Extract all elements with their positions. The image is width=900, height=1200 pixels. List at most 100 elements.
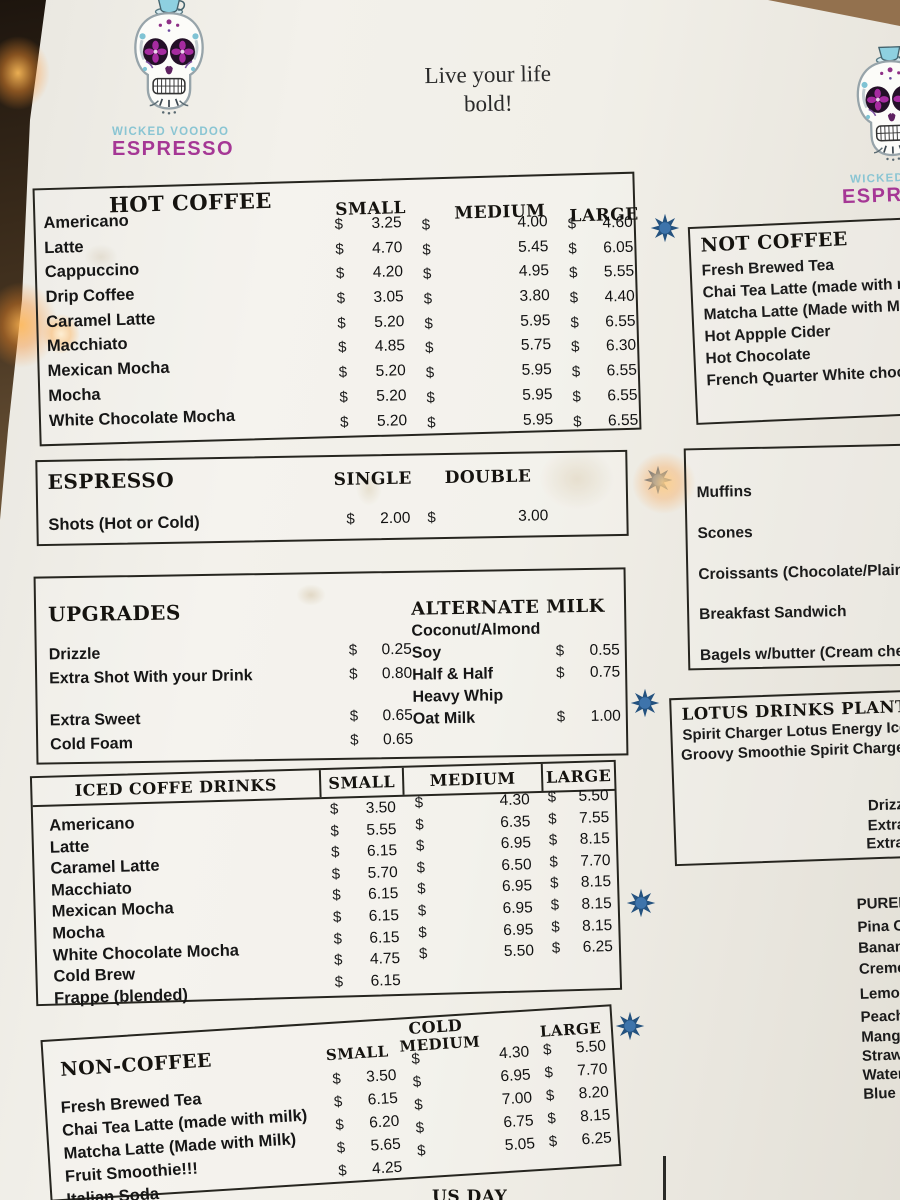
currency-symbol <box>569 265 578 282</box>
clipped-label: Extra <box>866 834 900 853</box>
price-large: 6.25 <box>582 938 614 957</box>
price-small: 6.20 <box>368 1112 400 1132</box>
next-section-border <box>663 1156 666 1200</box>
price: 0.25 <box>381 640 412 659</box>
price-medium: 5.75 <box>520 336 552 355</box>
price: 1.00 <box>590 707 621 725</box>
price-small: 5.55 <box>366 820 397 839</box>
currency-symbol <box>567 215 576 232</box>
currency-symbol <box>415 1119 424 1136</box>
price-small: 4.20 <box>372 263 404 282</box>
price-small: 5.20 <box>373 312 405 331</box>
currency-symbol <box>548 810 557 827</box>
section-title: NON-COFFEE <box>59 1049 213 1081</box>
price-large: 5.50 <box>575 1037 607 1057</box>
hot-coffee-section: HOT COFFEE SMALL MEDIUM LARGE Americano3… <box>32 171 642 447</box>
price-small: 5.65 <box>370 1135 402 1155</box>
list-item: Scones <box>697 524 753 543</box>
price-small: 5.20 <box>376 386 407 405</box>
price: 0.75 <box>589 663 621 681</box>
price-medium: 4.30 <box>499 791 530 810</box>
currency-symbol <box>412 1073 421 1090</box>
currency-symbol <box>424 290 433 307</box>
price-medium: 6.95 <box>501 877 533 896</box>
list-item: Banan <box>857 938 900 957</box>
currency-symbol <box>415 794 424 811</box>
price-large: 7.55 <box>578 808 610 827</box>
pastries-section: Muffins Scones Croissants (Chocolate/Pla… <box>683 443 900 671</box>
section-title: ICED COFFE DRINKS <box>31 770 322 806</box>
price-large: 7.70 <box>580 851 611 870</box>
price-large: 6.25 <box>581 1129 613 1149</box>
price-large: 8.15 <box>579 830 611 849</box>
item-name: Coconut/Almond <box>411 620 541 640</box>
currency-symbol <box>427 414 436 431</box>
currency-symbol <box>414 1096 423 1113</box>
price-large: 6.05 <box>602 238 634 257</box>
price-medium: 4.95 <box>518 262 550 281</box>
price-medium: 4.00 <box>517 213 548 231</box>
currency-symbol <box>418 924 427 941</box>
item-name: Drizzle <box>48 645 101 664</box>
price-small: 6.15 <box>367 1089 399 1109</box>
price-large: 6.55 <box>606 361 638 380</box>
menu-item-row: Shots (Hot or Cold) 2.00 3.00 <box>48 506 636 540</box>
currency-symbol <box>573 413 582 430</box>
currency-symbol <box>421 216 430 233</box>
upgrade-row: Cold Foam 0.65 <box>50 730 430 760</box>
price-medium: 6.95 <box>502 899 534 918</box>
list-item: Croissants (Chocolate/Plain) <box>698 561 900 584</box>
column-header-small: SMALL <box>325 1042 390 1065</box>
item-name: Americano <box>43 211 129 233</box>
list-item: Muffins <box>696 483 752 502</box>
brand-name-line2: ESPRESS <box>841 182 900 209</box>
section-title: NOT COFFEE <box>700 228 849 257</box>
price-medium: 5.95 <box>522 410 554 429</box>
price-small: 5.20 <box>375 362 406 381</box>
currency-symbol <box>419 945 428 962</box>
non-coffee-section: NON-COFFEE COLD SMALL MEDIUM LARGE Fresh… <box>40 1004 622 1200</box>
item-name: Caramel Latte <box>45 309 156 331</box>
list-item: Strawb <box>861 1046 900 1065</box>
item-name: Cappuccino <box>44 260 140 282</box>
brand-name-line2: ESPRESSO <box>112 138 235 160</box>
list-item: Mango <box>861 1027 900 1046</box>
item-name: Shots (Hot or Cold) <box>48 513 200 534</box>
price-small: 4.70 <box>371 238 403 257</box>
currency-symbol <box>417 881 426 898</box>
price-small: 3.25 <box>371 214 402 233</box>
milk-row: Oat Milk 1.00 <box>413 707 628 732</box>
price-large: 6.30 <box>605 337 637 355</box>
price-large: 6.55 <box>605 312 636 331</box>
price-single: 2.00 <box>380 509 411 528</box>
item-name: White Chocolate Mocha <box>48 406 236 430</box>
starburst-icon <box>630 688 660 718</box>
currency-symbol <box>551 918 560 935</box>
list-item: Creme <box>858 959 900 978</box>
currency-symbol <box>427 509 436 526</box>
section-title: ESPRESSO <box>47 467 175 494</box>
list-item: Bagels w/butter (Cream cheese <box>699 642 900 665</box>
iced-coffee-section: ICED COFFE DRINKS SMALL MEDIUM LARGE Ame… <box>29 759 623 1008</box>
price-medium: 5.95 <box>521 361 553 379</box>
column-header-medium: MEDIUM <box>403 763 544 795</box>
price-double: 3.00 <box>518 507 549 525</box>
price: 0.80 <box>381 664 413 683</box>
price-medium: 5.95 <box>520 311 551 330</box>
price-small: 3.05 <box>373 288 404 307</box>
currency-symbol <box>417 1142 426 1159</box>
currency-symbol <box>416 837 425 854</box>
price-small: 3.50 <box>365 1066 397 1086</box>
starburst-icon <box>626 888 656 918</box>
price-large: 7.70 <box>576 1060 608 1080</box>
price-small: 6.15 <box>368 906 400 925</box>
column-header-double: DOUBLE <box>444 466 532 489</box>
price-medium: 4.30 <box>498 1043 530 1063</box>
item-name: Latte <box>43 237 84 257</box>
price-large: 4.40 <box>604 287 635 306</box>
starburst-icon <box>615 1011 645 1041</box>
item-name: Frappe (blended) <box>53 985 189 1008</box>
currency-symbol <box>570 314 579 331</box>
item-name: Soy <box>411 644 442 662</box>
